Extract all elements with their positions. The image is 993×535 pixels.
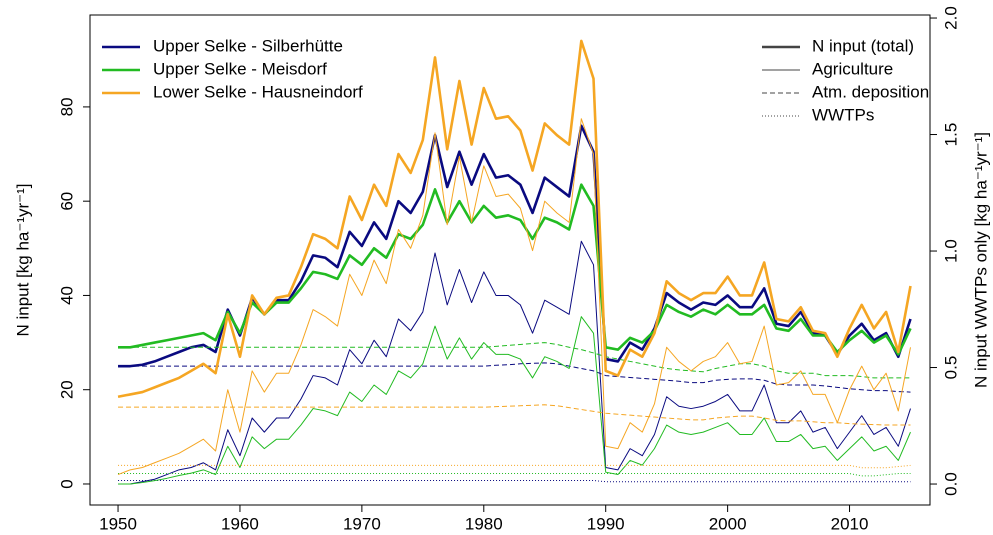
x-tick-label: 1970 [343, 514, 381, 533]
plot-frame [89, 14, 931, 506]
series-line [117, 118, 911, 476]
y2-tick-label: 1.5 [941, 123, 960, 147]
y-tick-label: 60 [57, 192, 76, 211]
y-tick-label: 20 [57, 380, 76, 399]
series-line [118, 183, 912, 356]
legend-label: Atm. deposition [812, 82, 929, 101]
y-axis-title: N input [kg ha⁻¹yr⁻¹] [13, 183, 32, 336]
series-line [118, 362, 911, 393]
y2-tick-label: 2.0 [941, 6, 960, 30]
y2-tick-label: 0.0 [941, 472, 960, 496]
series-line [118, 404, 911, 426]
x-tick-label: 2000 [709, 514, 747, 533]
y-tick-label: 0 [57, 479, 76, 488]
series-line [118, 342, 911, 379]
series-line [118, 464, 911, 469]
legend-label: WWTPs [812, 105, 874, 124]
y-tick-label: 80 [57, 97, 76, 116]
x-tick-label: 1960 [221, 514, 259, 533]
legend-label: N input (total) [812, 36, 914, 55]
series-line [118, 240, 911, 485]
y2-tick-label: 0.5 [941, 356, 960, 380]
legend-label: Upper Selke - Meisdorf [153, 59, 327, 78]
x-tick-label: 2010 [831, 514, 869, 533]
x-tick-label: 1950 [99, 514, 137, 533]
legend-label: Lower Selke - Hausneindorf [153, 82, 363, 101]
x-tick-label: 1990 [587, 514, 625, 533]
y2-tick-label: 1.0 [941, 239, 960, 263]
series-line [118, 480, 911, 483]
y2-axis-title: N input WWTPs only [kg ha⁻¹yr⁻¹] [971, 132, 990, 388]
legend-label: Agriculture [812, 59, 893, 78]
series-line [118, 473, 911, 477]
legend-label: Upper Selke - Silberhütte [153, 36, 343, 55]
x-tick-label: 1980 [465, 514, 503, 533]
series-line [118, 316, 911, 485]
series-line [117, 39, 912, 399]
y-tick-label: 40 [57, 286, 76, 305]
